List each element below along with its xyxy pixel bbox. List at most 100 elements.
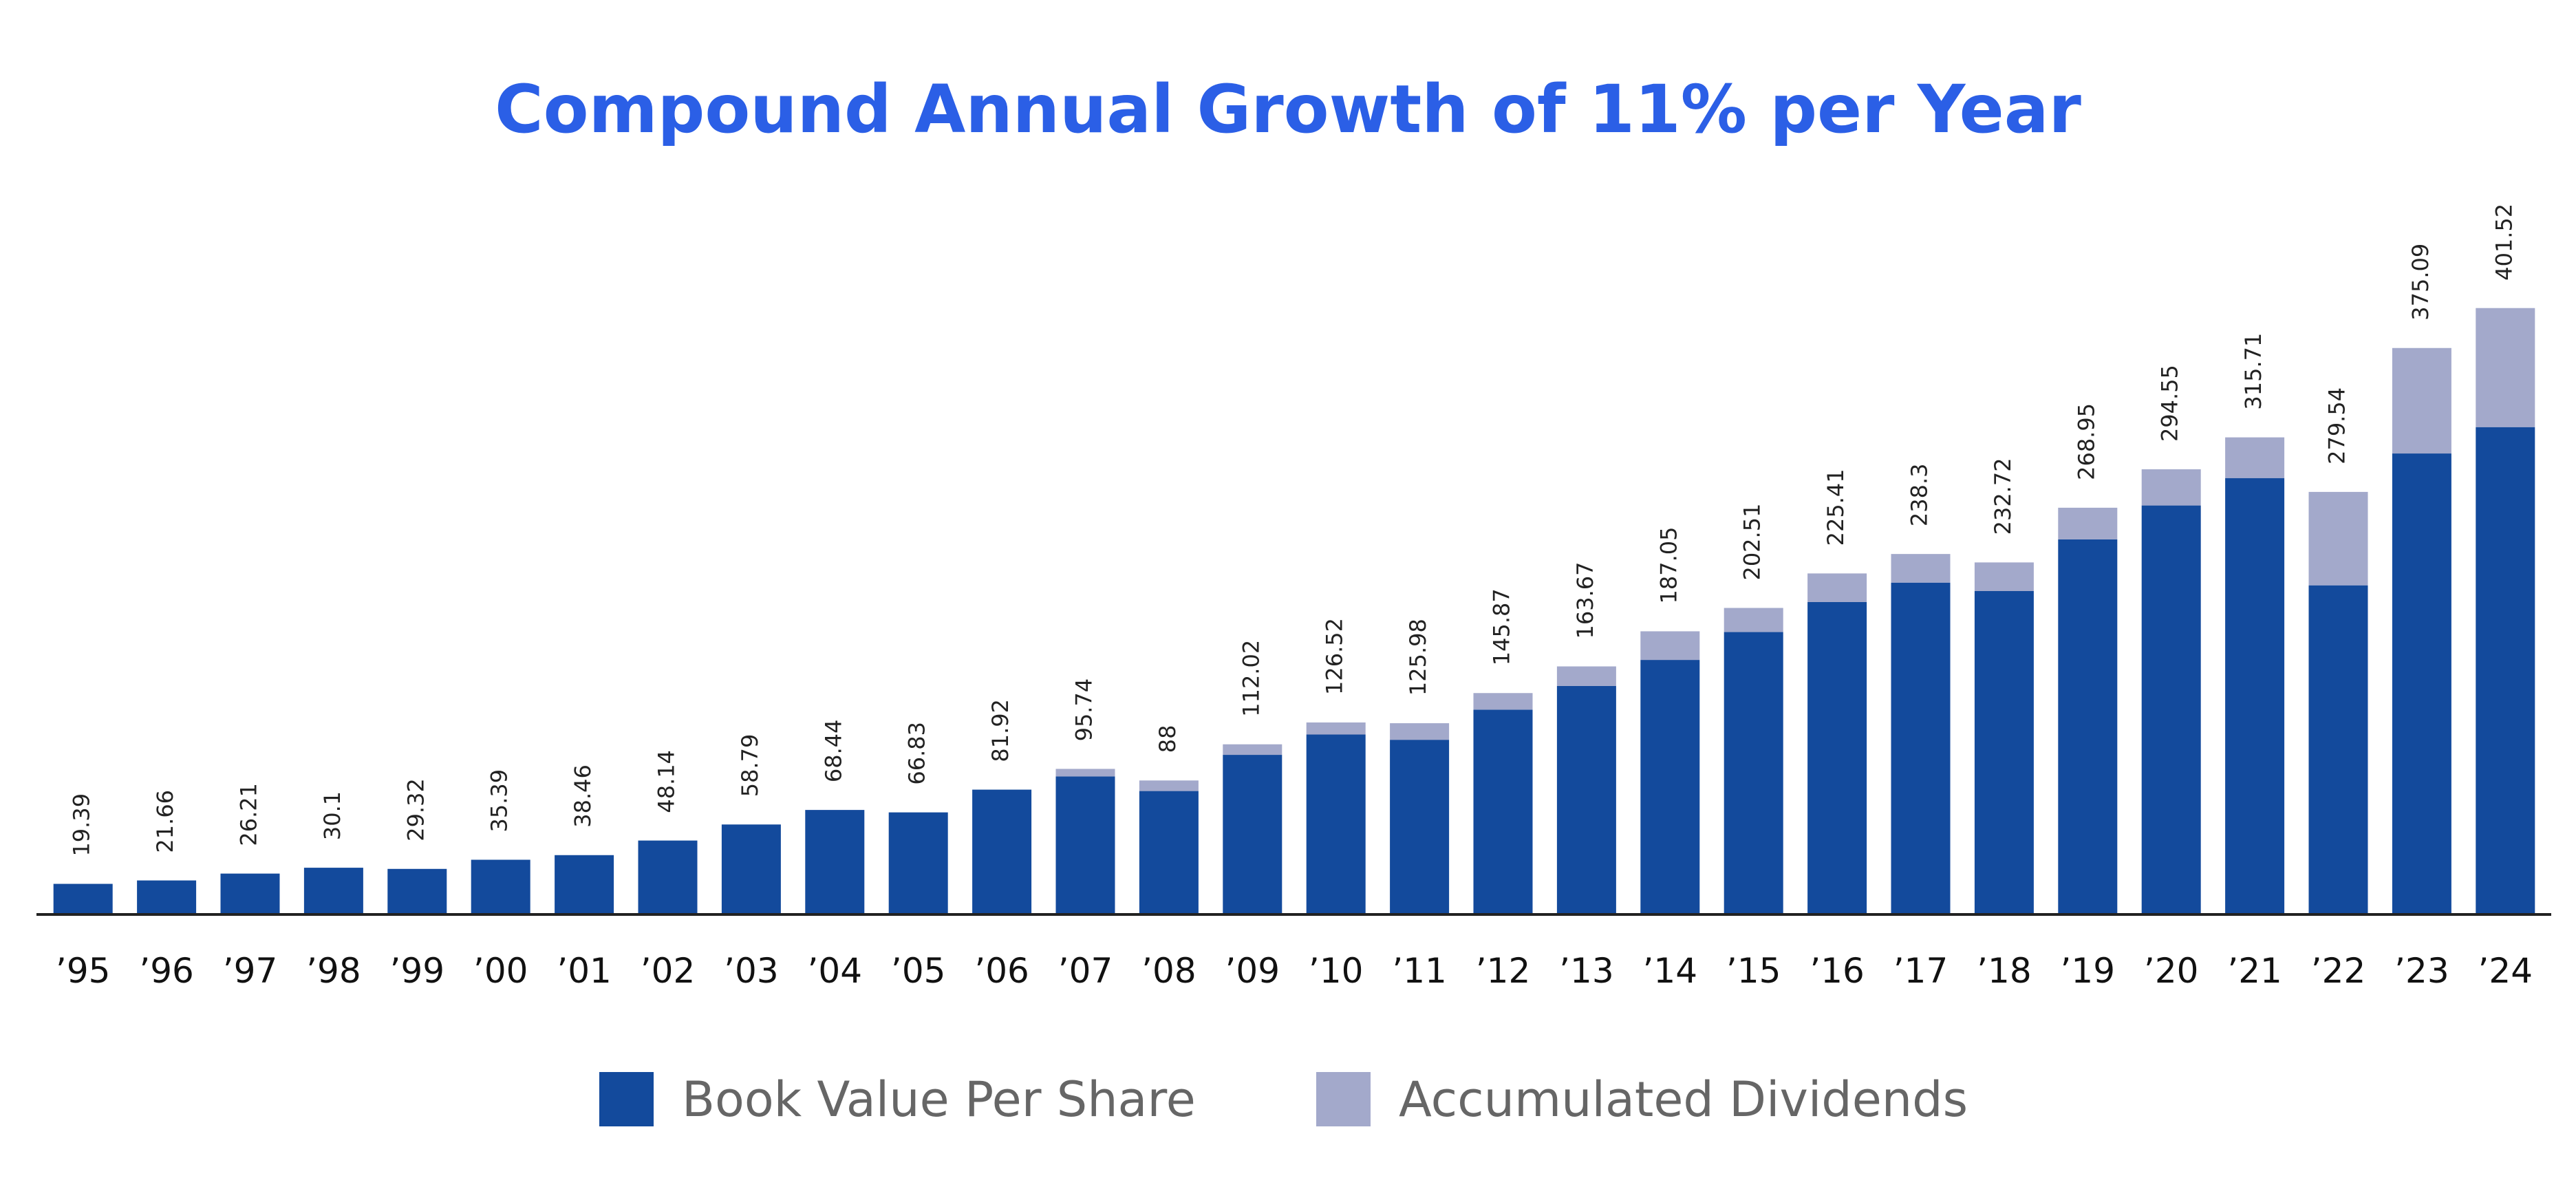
- legend-swatch: [599, 1072, 654, 1126]
- value-label: 232.72: [1990, 458, 2016, 535]
- bar-segment: [2225, 478, 2285, 913]
- x-tick-label: ’09: [1225, 951, 1280, 991]
- value-label: 21.66: [152, 790, 178, 853]
- x-tick-label: ’24: [2478, 951, 2533, 991]
- value-label: 48.14: [654, 750, 680, 813]
- value-label: 81.92: [987, 699, 1013, 762]
- bar-segment: [555, 855, 614, 913]
- value-label: 35.39: [486, 769, 513, 833]
- value-label: 125.98: [1405, 619, 1431, 696]
- x-tick-label: ’01: [557, 951, 612, 991]
- x-tick-label: ’19: [2061, 951, 2116, 991]
- value-label: 66.83: [904, 722, 930, 785]
- bar-segment: [2392, 453, 2451, 913]
- x-tick-label: ’03: [724, 951, 779, 991]
- bar-segment: [1473, 709, 1533, 913]
- x-tick-label: ’15: [1726, 951, 1781, 991]
- value-label: 163.67: [1572, 562, 1598, 639]
- bar-segment: [888, 812, 948, 913]
- bar-segment: [2392, 347, 2451, 454]
- bar-segment: [1724, 608, 1783, 632]
- bar-segment: [471, 859, 530, 913]
- bar-segment: [805, 810, 865, 913]
- bar-segment: [721, 824, 781, 913]
- bar-segment: [1390, 723, 1450, 740]
- bar-segment: [1473, 693, 1533, 710]
- bar-segment: [1306, 734, 1366, 913]
- value-label: 112.02: [1238, 640, 1264, 717]
- x-tick-label: ’11: [1392, 951, 1447, 991]
- bar-segment: [303, 868, 363, 913]
- bar-segment: [1223, 744, 1282, 756]
- bar-segment: [1223, 755, 1282, 913]
- bar-segment: [2141, 505, 2201, 913]
- x-tick-label: ’95: [56, 951, 111, 991]
- value-label: 26.21: [236, 783, 262, 846]
- value-label: 187.05: [1655, 527, 1682, 604]
- value-label: 68.44: [820, 720, 846, 783]
- x-tick-label: ’18: [1977, 951, 2032, 991]
- bar-segment: [2058, 539, 2118, 913]
- x-tick-label: ’12: [1476, 951, 1531, 991]
- value-label: 126.52: [1322, 618, 1348, 695]
- value-label: 238.3: [1907, 464, 1933, 527]
- value-label: 225.41: [1823, 469, 1849, 546]
- x-tick-label: ’07: [1058, 951, 1113, 991]
- bar-segment: [1556, 666, 1616, 686]
- value-label: 145.87: [1489, 588, 1515, 665]
- bar-segment: [1390, 740, 1450, 913]
- value-label: 30.1: [319, 791, 345, 840]
- x-tick-label: ’98: [306, 951, 361, 991]
- value-label: 268.95: [2073, 403, 2099, 480]
- bar-segment: [638, 840, 698, 913]
- x-tick-label: ’99: [390, 951, 445, 991]
- legend-label: Accumulated Dividends: [1399, 1071, 1968, 1128]
- bar-segment: [1055, 776, 1115, 913]
- value-label: 29.32: [402, 778, 429, 842]
- bar-segment: [387, 868, 447, 913]
- bar-segment: [1974, 590, 2034, 913]
- bar-segment: [2225, 437, 2285, 478]
- value-label: 88: [1155, 725, 1181, 753]
- value-label: 401.52: [2491, 204, 2517, 281]
- value-label: 19.39: [69, 793, 95, 857]
- x-tick-label: ’05: [891, 951, 946, 991]
- value-label: 279.54: [2324, 387, 2350, 464]
- bar-segment: [1974, 562, 2034, 591]
- bar-segment: [1807, 601, 1867, 913]
- value-label: 95.74: [1071, 678, 1097, 742]
- bar-segment: [1306, 722, 1366, 735]
- x-tick-label: ’04: [808, 951, 863, 991]
- x-tick-label: ’23: [2394, 951, 2449, 991]
- x-tick-label: ’10: [1309, 951, 1364, 991]
- bar-segment: [137, 880, 197, 913]
- bar-segment: [2476, 427, 2535, 913]
- x-tick-label: ’21: [2227, 951, 2282, 991]
- x-tick-label: ’14: [1643, 951, 1698, 991]
- x-tick-label: ’16: [1810, 951, 1865, 991]
- bar-segment: [1807, 573, 1867, 602]
- bar-segment: [1891, 582, 1951, 913]
- bar-segment: [53, 883, 113, 913]
- chart-title: Compound Annual Growth of 11% per Year: [495, 71, 2081, 148]
- x-tick-label: ’22: [2311, 951, 2366, 991]
- bar-segment: [2141, 469, 2201, 506]
- value-label: 58.79: [737, 734, 763, 797]
- x-tick-label: ’97: [223, 951, 278, 991]
- value-label: 315.71: [2240, 333, 2266, 410]
- bar-segment: [1640, 660, 1700, 913]
- x-tick-label: ’20: [2144, 951, 2199, 991]
- value-label: 294.55: [2157, 365, 2183, 442]
- bar-segment: [2058, 507, 2118, 539]
- x-tick-label: ’00: [473, 951, 528, 991]
- bar-segment: [1640, 631, 1700, 661]
- bar-segment: [1724, 632, 1783, 913]
- bar-segment: [1055, 769, 1115, 777]
- legend-label: Book Value Per Share: [682, 1071, 1196, 1128]
- bar-segment: [1139, 791, 1199, 913]
- bar-segment: [972, 789, 1032, 913]
- bar-segment: [2308, 585, 2368, 913]
- bar-segment: [220, 873, 280, 913]
- bar-segment: [1891, 554, 1951, 583]
